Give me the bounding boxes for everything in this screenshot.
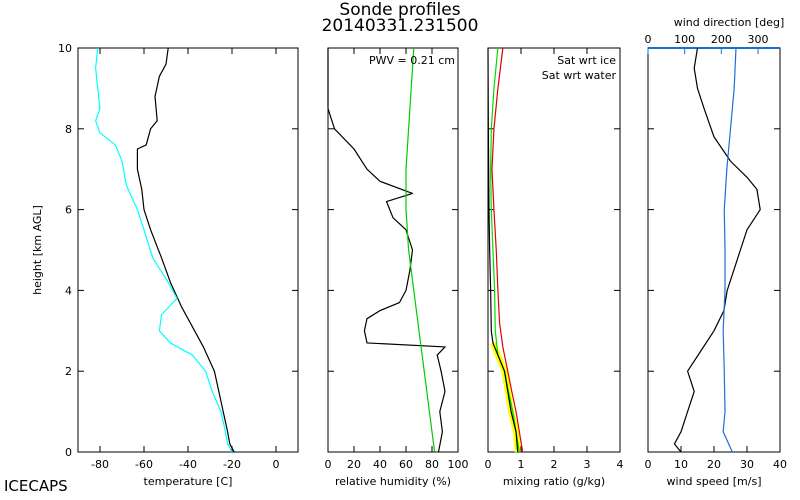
x-tick-label: 40 xyxy=(773,458,787,471)
x-axis-label: mixing ratio (g/kg) xyxy=(503,475,605,488)
x-tick-label: 20 xyxy=(347,458,361,471)
x-tick-label: 100 xyxy=(448,458,469,471)
pwv-annotation: PWV = 0.21 cm xyxy=(369,54,455,67)
x-tick-label: 0 xyxy=(645,458,652,471)
x-tick-label: -20 xyxy=(223,458,241,471)
x-tick-label: 3 xyxy=(584,458,591,471)
legend-entry: Sat wrt water xyxy=(542,69,617,82)
x-tick-label: -80 xyxy=(91,458,109,471)
x-tick-label: 2 xyxy=(551,458,558,471)
series-wind-direction xyxy=(722,47,737,453)
x-tick-label: 0 xyxy=(325,458,332,471)
legend-entry: Sat wrt ice xyxy=(557,54,616,67)
panel-temperature: 0 2 4 6 8 10 -80 -60 -40 -20 0 temperature [C] xyxy=(58,42,299,488)
series-mixing-ratio xyxy=(487,47,519,453)
x-tick-label: 30 xyxy=(740,458,754,471)
x-axis-label: wind speed [m/s] xyxy=(667,475,762,488)
y-tick-label: 2 xyxy=(65,365,72,378)
x-axis-label: temperature [C] xyxy=(144,475,233,488)
series-dewpoint xyxy=(94,47,233,453)
series-sat-wrt-water xyxy=(491,47,524,453)
x-tick-label: 40 xyxy=(373,458,387,471)
x-tick-label: 10 xyxy=(674,458,688,471)
y-tick-label: 8 xyxy=(65,123,72,136)
y-tick-label: 10 xyxy=(58,42,72,55)
panel-frame xyxy=(327,47,459,453)
series-temperature xyxy=(136,47,235,453)
y-axis-label: height [km AGL] xyxy=(31,205,44,295)
top-x-tick-label: 100 xyxy=(674,33,695,46)
y-tick-label: 0 xyxy=(65,446,72,459)
top-x-tick-label: 0 xyxy=(645,33,652,46)
series-sat-wrt-ice xyxy=(490,47,520,453)
x-tick-label: -40 xyxy=(179,458,197,471)
panel-frame xyxy=(647,47,781,453)
x-axis-label: relative humidity (%) xyxy=(335,475,451,488)
panel-relative_humidity: 0 20 40 60 80 100 relative humidity (%) PWV = 0… xyxy=(325,47,469,488)
x-tick-label: 0 xyxy=(273,458,280,471)
series-rh xyxy=(327,48,446,453)
series-rh_ice xyxy=(405,47,436,453)
y-tick-label: 6 xyxy=(65,204,72,217)
x-tick-label: 20 xyxy=(707,458,721,471)
title-line2: 20140331.231500 xyxy=(322,16,479,36)
top-x-axis-label: wind direction [deg] xyxy=(674,16,785,29)
panel-frame xyxy=(77,47,299,453)
x-tick-label: 1 xyxy=(518,458,525,471)
x-tick-label: 4 xyxy=(617,458,624,471)
top-x-tick-label: 200 xyxy=(711,33,732,46)
x-tick-label: 60 xyxy=(399,458,413,471)
x-tick-label: -60 xyxy=(135,458,153,471)
panel-wind: 0 10 20 30 40 wind speed [m/s] 0 100 200 300 wind … xyxy=(645,16,788,488)
y-tick-label: 4 xyxy=(65,284,72,297)
top-x-tick-label: 300 xyxy=(748,33,769,46)
x-tick-label: 0 xyxy=(485,458,492,471)
x-tick-label: 80 xyxy=(425,458,439,471)
series-wind-speed xyxy=(673,47,761,453)
panel-mixing_ratio: 0 1 2 3 4 mixing ratio (g/kg) Sat wrt ice Sat w… xyxy=(485,47,624,488)
title-line1: Sonde profiles xyxy=(339,0,460,20)
brand-label: ICECAPS xyxy=(4,477,68,495)
